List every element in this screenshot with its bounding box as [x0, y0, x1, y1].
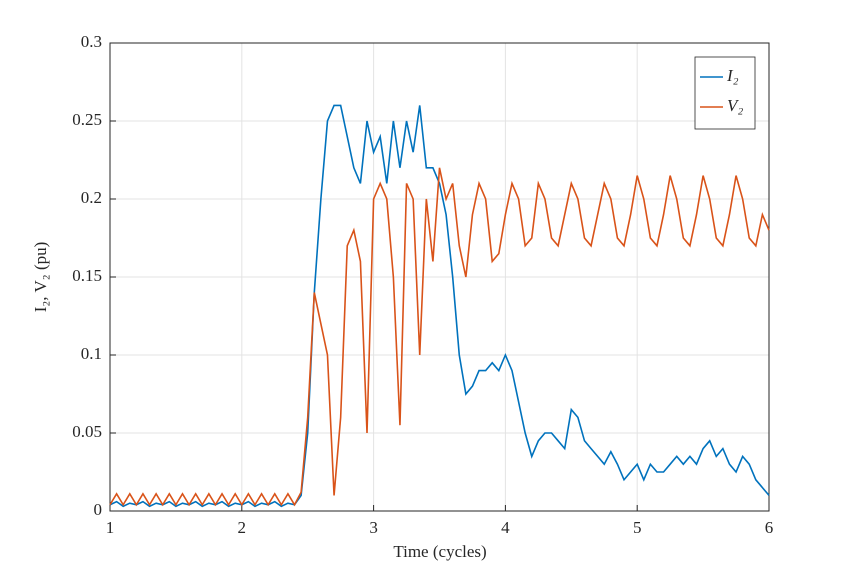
- legend-label: V₂: [727, 96, 743, 115]
- y-tick-label: 0.15: [72, 266, 102, 285]
- x-tick-label: 6: [765, 518, 774, 537]
- y-axis-label: I₂, V₂ (pu): [31, 242, 50, 313]
- series-line: [109, 167, 770, 507]
- y-tick-label: 0.05: [72, 422, 102, 441]
- y-tick-label: 0: [94, 500, 103, 519]
- x-axis-label: Time (cycles): [393, 542, 486, 561]
- x-tick-label: 4: [501, 518, 510, 537]
- y-tick-label: 0.1: [81, 344, 102, 363]
- series-line: [109, 104, 770, 508]
- x-tick-label: 3: [369, 518, 378, 537]
- legend-label: I₂: [726, 66, 739, 85]
- y-tick-label: 0.2: [81, 188, 102, 207]
- y-tick-label: 0.25: [72, 110, 102, 129]
- legend-box: [694, 56, 756, 130]
- x-tick-label: 5: [633, 518, 642, 537]
- plot-frame: [109, 42, 770, 512]
- y-tick-label: 0.3: [81, 32, 102, 51]
- x-tick-label: 2: [238, 518, 247, 537]
- x-tick-label: 1: [106, 518, 115, 537]
